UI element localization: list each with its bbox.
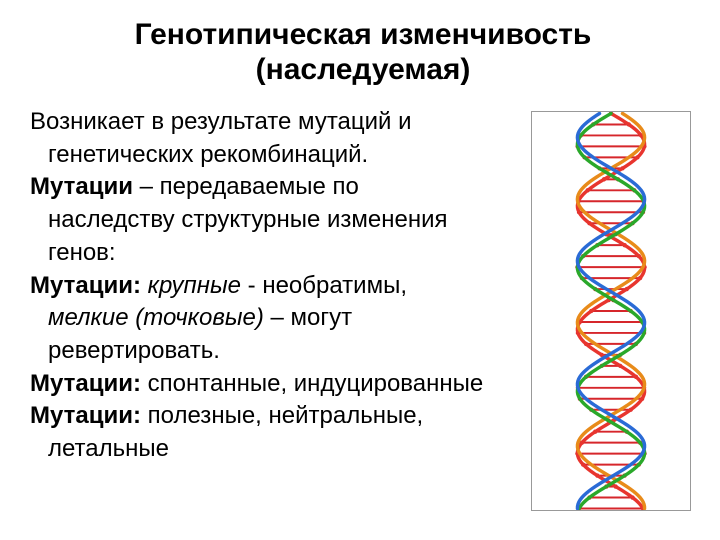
para-3a: Мутации: крупные - необратимы,	[30, 271, 518, 302]
content-row: Возникает в результате мутаций и генетич…	[30, 107, 696, 520]
slide: Генотипическая изменчивость (наследуемая…	[0, 0, 720, 540]
para-3b-italic: мелкие (точковые)	[48, 304, 264, 331]
para-3b-rest: – могут	[264, 304, 352, 331]
para-3c: ревертировать.	[30, 336, 518, 367]
para-2b: наследству структурные изменения	[30, 205, 518, 236]
para-5-rest: полезные, нейтральные,	[141, 402, 423, 429]
para-3-i1: крупные	[141, 272, 241, 299]
para-1a: Возникает в результате мутаций и	[30, 107, 518, 138]
slide-title: Генотипическая изменчивость (наследуемая…	[30, 18, 696, 87]
para-2c: генов:	[30, 238, 518, 269]
para-4: Мутации: спонтанные, индуцированные	[30, 369, 518, 400]
para-5b: летальные	[30, 434, 518, 465]
para-3-bold: Мутации:	[30, 272, 141, 299]
para-3-rest1: - необратимы,	[241, 272, 407, 299]
para-2-bold: Мутации	[30, 173, 133, 200]
title-line-2: (наследуемая)	[256, 53, 471, 86]
para-2a: Мутации – передаваемые по	[30, 172, 518, 203]
para-3b: мелкие (точковые) – могут	[30, 303, 518, 334]
title-line-1: Генотипическая изменчивость	[135, 18, 592, 51]
para-2-rest: – передаваемые по	[133, 173, 359, 200]
dna-helix-icon	[532, 112, 690, 510]
para-5a: Мутации: полезные, нейтральные,	[30, 401, 518, 432]
para-1b: генетических рекомбинаций.	[30, 140, 518, 171]
para-4-bold: Мутации:	[30, 370, 141, 397]
para-5-bold: Мутации:	[30, 402, 141, 429]
image-column	[526, 107, 696, 520]
para-4-rest: спонтанные, индуцированные	[141, 370, 483, 397]
dna-figure	[531, 111, 691, 511]
text-column: Возникает в результате мутаций и генетич…	[30, 107, 526, 520]
